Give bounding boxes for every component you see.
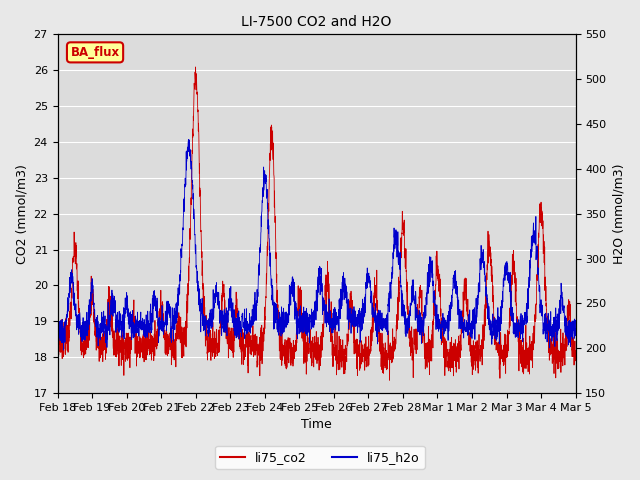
li75_co2 xyxy=(275,315,283,321)
li75_h2o xyxy=(54,335,61,340)
li75_co2 xyxy=(386,377,394,383)
Line: li75_h2o: li75_h2o xyxy=(58,140,575,350)
X-axis label: Time: Time xyxy=(301,419,332,432)
li75_co2 xyxy=(192,64,200,70)
Legend: li75_co2, li75_h2o: li75_co2, li75_h2o xyxy=(215,446,425,469)
li75_co2 xyxy=(54,321,61,326)
Y-axis label: CO2 (mmol/m3): CO2 (mmol/m3) xyxy=(15,164,28,264)
li75_h2o xyxy=(253,302,260,308)
li75_co2 xyxy=(253,347,260,352)
li75_co2 xyxy=(113,354,120,360)
Title: LI-7500 CO2 and H2O: LI-7500 CO2 and H2O xyxy=(241,15,392,29)
li75_h2o xyxy=(275,315,283,321)
li75_h2o xyxy=(184,137,192,143)
li75_co2 xyxy=(506,324,514,329)
li75_co2 xyxy=(562,335,570,340)
Line: li75_co2: li75_co2 xyxy=(58,67,575,380)
li75_h2o xyxy=(113,312,120,318)
li75_h2o xyxy=(572,328,579,334)
li75_co2 xyxy=(572,348,579,353)
Y-axis label: H2O (mmol/m3): H2O (mmol/m3) xyxy=(612,164,625,264)
li75_h2o xyxy=(144,327,152,333)
li75_h2o xyxy=(60,347,67,353)
Text: BA_flux: BA_flux xyxy=(70,46,120,59)
li75_h2o xyxy=(562,322,570,328)
li75_co2 xyxy=(143,352,151,358)
li75_h2o xyxy=(506,285,514,290)
